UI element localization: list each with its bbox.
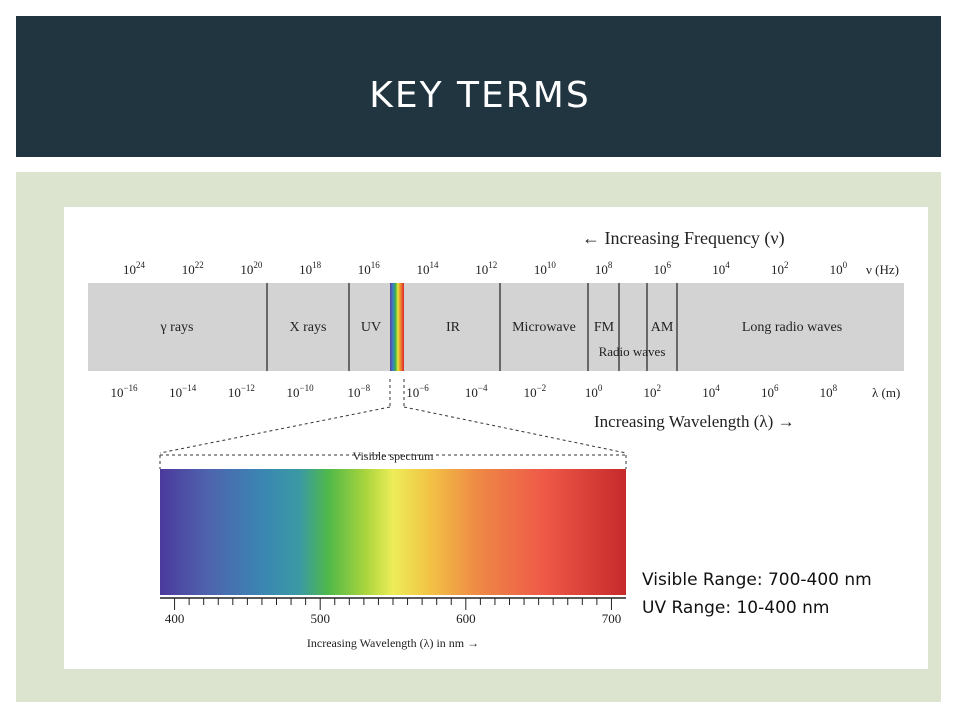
wavelength-tick-label: 106 xyxy=(761,383,779,400)
wavelength-tick-label: 108 xyxy=(820,383,838,400)
region-labels: γ rays X rays UV IR Microwave FM AM Long radio … xyxy=(159,320,842,335)
region-label: Long radio waves xyxy=(742,320,842,335)
frequency-unit-label: ν (Hz) xyxy=(866,262,899,277)
wavelength-tick-label: 10−4 xyxy=(465,383,488,400)
frequency-tick-label: 102 xyxy=(771,260,789,277)
visible-axis-tick-label: 700 xyxy=(602,611,622,626)
title-bar xyxy=(16,16,941,157)
wavelength-tick-label: 100 xyxy=(585,383,603,400)
wavelength-tick-label: 104 xyxy=(702,383,720,400)
spectrum-diagram: ← Increasing Frequency (ν) 1024 1022 1020 1… xyxy=(88,228,904,650)
visible-axis-label: Increasing Wavelength (λ) in nm → xyxy=(307,636,479,650)
frequency-tick-label: 1024 xyxy=(123,260,146,277)
frequency-tick-label: 104 xyxy=(712,260,730,277)
radio-waves-label: Radio waves xyxy=(599,344,666,359)
frequency-tick-labels: 1024 1022 1020 1018 1016 1014 1012 1010 108 106 10… xyxy=(123,260,848,277)
region-label: IR xyxy=(446,320,461,335)
frequency-tick-label: 1010 xyxy=(534,260,557,277)
wavelength-tick-label: 10−8 xyxy=(348,383,371,400)
region-dividers xyxy=(266,283,678,371)
frequency-tick-label: 1018 xyxy=(299,260,322,277)
frequency-tick-label: 100 xyxy=(830,260,848,277)
frequency-tick-label: 1012 xyxy=(475,260,497,277)
wavelength-arrow-label: Increasing Wavelength (λ) → xyxy=(594,412,795,431)
region-label: X rays xyxy=(290,320,327,335)
slide-title: KEY TERMS xyxy=(369,75,591,116)
frequency-tick-label: 108 xyxy=(595,260,613,277)
region-label: Microwave xyxy=(512,320,576,335)
frequency-tick-label: 106 xyxy=(654,260,672,277)
spectrum-band xyxy=(88,283,904,371)
frequency-tick-label: 1014 xyxy=(417,260,440,277)
region-label: FM xyxy=(594,320,615,335)
wavelength-tick-label: 10−12 xyxy=(228,383,255,400)
wavelength-tick-label: 10−2 xyxy=(524,383,547,400)
wavelength-tick-label: 10−10 xyxy=(287,383,315,400)
wavelength-unit-label: λ (m) xyxy=(872,385,900,400)
wavelength-tick-labels: 10−16 10−14 10−12 10−10 10−8 10−6 10−4 10−2 100 1… xyxy=(110,383,837,400)
frequency-tick-label: 1016 xyxy=(358,260,381,277)
region-label: γ rays xyxy=(159,320,193,335)
frequency-tick-label: 1022 xyxy=(182,260,204,277)
visible-band xyxy=(390,283,404,371)
region-label: AM xyxy=(651,320,674,335)
wavelength-tick-label: 10−14 xyxy=(169,383,197,400)
wavelength-tick-label: 10−16 xyxy=(110,383,138,400)
visible-range-caption: Visible Range: 700-400 nm xyxy=(642,570,872,590)
frequency-tick-label: 1020 xyxy=(240,260,263,277)
region-label: UV xyxy=(361,320,381,335)
visible-axis-tick-label: 500 xyxy=(310,611,330,626)
visible-spectrum-gradient xyxy=(160,469,626,595)
visible-axis-tick-label: 400 xyxy=(165,611,185,626)
visible-spectrum-title: Visible spectrum xyxy=(353,449,435,463)
wavelength-tick-label: 102 xyxy=(644,383,662,400)
visible-axis-ticks xyxy=(174,598,612,610)
uv-range-caption: UV Range: 10-400 nm xyxy=(642,598,830,618)
frequency-arrow-label: ← Increasing Frequency (ν) xyxy=(582,228,785,249)
zoom-line-diag-left xyxy=(159,406,391,454)
visible-axis-tick-label: 600 xyxy=(456,611,476,626)
zoom-line-diag-right xyxy=(403,406,627,454)
wavelength-tick-label: 10−6 xyxy=(406,383,429,400)
visible-axis-labels: 400 500 600 700 xyxy=(165,611,621,626)
spectrum-figure: ← Increasing Frequency (ν) 1024 1022 1020 1… xyxy=(64,207,928,669)
